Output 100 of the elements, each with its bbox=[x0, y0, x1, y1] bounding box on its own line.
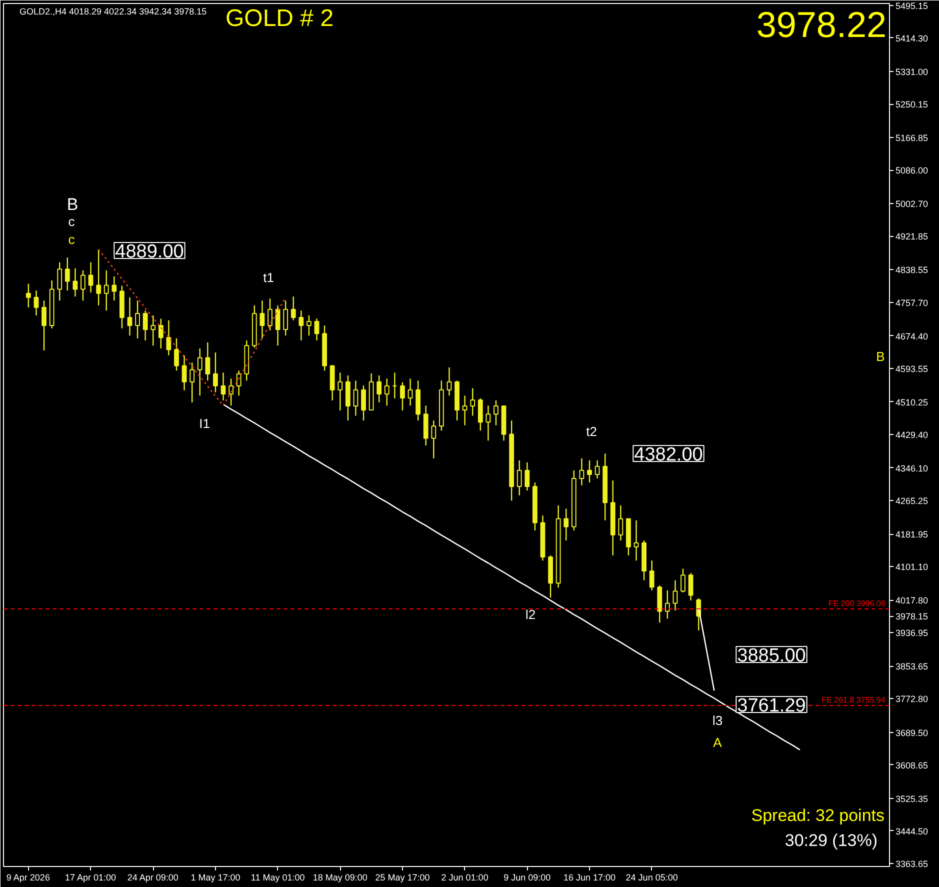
annotation: GOLD2.,H4 4018.29 4022.34 3942.34 3978.15 bbox=[20, 6, 207, 16]
y-tick-label: 3853.65 bbox=[896, 662, 928, 672]
x-tick-label: 11 May 01:00 bbox=[250, 872, 305, 882]
annotation: B bbox=[66, 195, 78, 214]
candlestick bbox=[338, 372, 343, 412]
annotation: c bbox=[68, 232, 76, 247]
candlestick bbox=[268, 298, 272, 331]
y-tick-label: 5166.85 bbox=[896, 133, 928, 144]
y-tick-label: 4429.40 bbox=[896, 430, 928, 440]
y-tick-label: 3525.35 bbox=[896, 794, 928, 804]
candlestick bbox=[431, 420, 436, 459]
candlestick bbox=[158, 318, 164, 350]
candlestick bbox=[150, 314, 156, 346]
candlestick bbox=[353, 380, 358, 416]
y-tick-label: 3772.80 bbox=[896, 694, 928, 704]
y-tick-label: 5002.70 bbox=[896, 199, 928, 210]
y-tick-label: 3936.95 bbox=[896, 628, 928, 638]
y-tick-label: 3444.50 bbox=[896, 826, 928, 836]
annotation: t2 bbox=[586, 424, 597, 439]
candlestick bbox=[688, 572, 694, 602]
y-tick-label: 5495.15 bbox=[896, 0, 928, 11]
annotation: 4382.00 bbox=[634, 444, 703, 466]
annotation: l2 bbox=[525, 607, 536, 622]
y-tick-label: 5331.00 bbox=[896, 67, 928, 78]
x-tick-label: 17 Apr 01:00 bbox=[65, 872, 116, 882]
y-tick-label: 4593.55 bbox=[896, 364, 928, 374]
x-tick-label: 25 May 17:00 bbox=[375, 872, 430, 882]
x-tick-label: 16 Jun 17:00 bbox=[563, 872, 616, 882]
candlestick bbox=[306, 314, 312, 336]
candlestick bbox=[80, 270, 86, 302]
annotation: B bbox=[876, 349, 885, 364]
x-tick-label: 9 Jun 09:00 bbox=[504, 872, 551, 882]
annotation: A bbox=[713, 735, 722, 750]
candlestick bbox=[579, 458, 584, 486]
y-tick-label: 4101.10 bbox=[896, 562, 928, 572]
y-tick-label: 5086.00 bbox=[896, 166, 928, 176]
candlestick bbox=[205, 342, 210, 382]
y-tick-label: 4265.25 bbox=[896, 496, 928, 506]
candlestick bbox=[298, 310, 304, 342]
candlestick bbox=[72, 268, 78, 298]
candlestick bbox=[384, 378, 390, 406]
candlestick bbox=[64, 256, 70, 292]
annotation: c bbox=[68, 214, 76, 229]
candlestick bbox=[462, 394, 468, 426]
y-tick-label: 4674.40 bbox=[896, 331, 928, 342]
candlestick bbox=[197, 348, 202, 396]
candlestick bbox=[220, 372, 226, 401]
candlestick bbox=[57, 262, 62, 302]
candlestick bbox=[634, 520, 639, 562]
candlestick bbox=[494, 400, 498, 426]
x-tick-label: 1 May 17:00 bbox=[190, 872, 240, 882]
y-tick-label: 4017.80 bbox=[896, 596, 928, 606]
candlestick bbox=[96, 248, 102, 306]
annotation: 3885.00 bbox=[737, 646, 806, 666]
y-tick-label: 3689.50 bbox=[896, 728, 928, 738]
candlestick bbox=[88, 262, 94, 294]
candlestick bbox=[618, 504, 624, 542]
candlestick bbox=[166, 320, 172, 356]
candlestick bbox=[174, 338, 179, 372]
candlestick bbox=[664, 590, 670, 620]
ref-line-label: FE 200 3996.08 bbox=[828, 598, 886, 608]
annotation: 4889.00 bbox=[115, 242, 184, 262]
x-tick-label: 24 Jun 05:00 bbox=[626, 872, 678, 882]
candlestick bbox=[104, 270, 109, 312]
y-tick-label: 4921.85 bbox=[896, 232, 928, 242]
annotation: Spread: 32 points bbox=[751, 806, 885, 825]
x-tick-label: 9 Apr 2026 bbox=[6, 872, 50, 882]
candlestick bbox=[376, 374, 382, 403]
annotation: t1 bbox=[263, 270, 274, 285]
y-tick-label: 4510.25 bbox=[896, 397, 928, 408]
candlestick bbox=[142, 310, 148, 342]
candlestick bbox=[516, 460, 522, 496]
candlestick bbox=[400, 382, 405, 412]
y-tick-label: 4757.70 bbox=[896, 298, 928, 308]
candlestick bbox=[680, 568, 686, 593]
candlestick bbox=[135, 300, 140, 339]
candlestick bbox=[470, 388, 476, 416]
candlestick bbox=[564, 508, 569, 542]
candlestick bbox=[112, 276, 117, 302]
y-tick-label: 3978.15 bbox=[896, 612, 928, 622]
candlestick bbox=[190, 362, 195, 403]
y-tick-label: 4838.55 bbox=[896, 265, 928, 276]
candlestick bbox=[524, 462, 530, 492]
annotation: l3 bbox=[712, 713, 723, 728]
x-tick-label: 18 May 09:00 bbox=[312, 872, 368, 882]
candlestick bbox=[587, 460, 592, 484]
y-tick-label: 3363.65 bbox=[896, 858, 928, 869]
y-tick-label: 5414.30 bbox=[896, 33, 928, 44]
y-tick-label: 5250.15 bbox=[896, 100, 928, 110]
candlestick bbox=[649, 560, 654, 591]
candlestick bbox=[260, 300, 265, 339]
candlestick bbox=[182, 354, 187, 391]
annotation: 3761.29 bbox=[737, 696, 806, 716]
y-tick-label: 3608.65 bbox=[896, 760, 928, 770]
y-tick-label: 4181.95 bbox=[896, 530, 928, 540]
annotation: 30:29 (13%) bbox=[784, 831, 878, 850]
candlestick bbox=[361, 384, 366, 422]
x-tick-label: 2 Jun 01:00 bbox=[441, 872, 488, 882]
y-tick-label: 4346.10 bbox=[896, 463, 928, 474]
candlestick bbox=[290, 296, 296, 321]
